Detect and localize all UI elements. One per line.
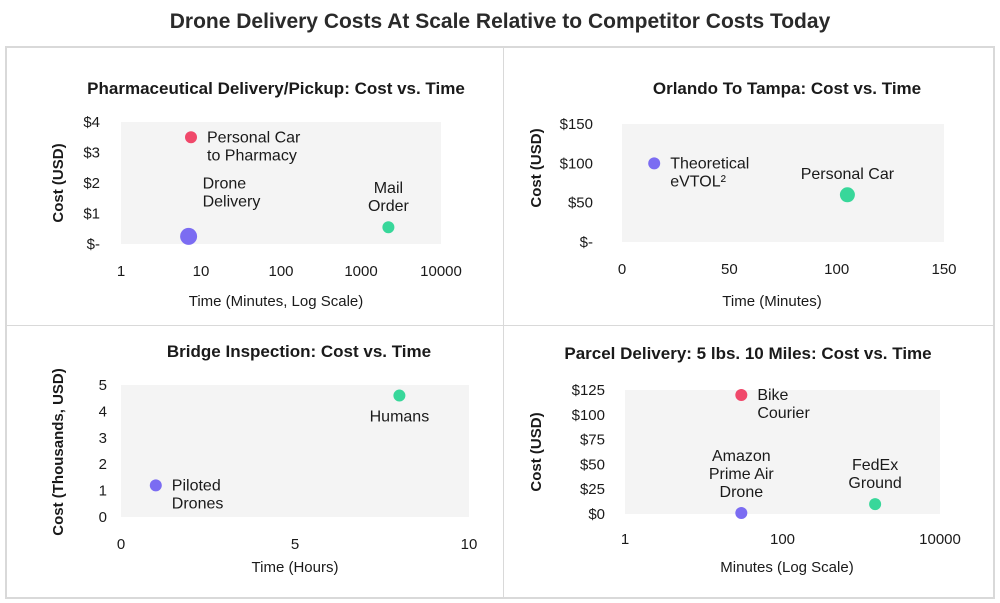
y-tick-label: $3 <box>83 145 100 162</box>
point-label-line: to Pharmacy <box>207 147 297 164</box>
point-label-line: Personal Car <box>801 166 895 183</box>
chart-title: Pharmaceutical Delivery/Pickup: Cost vs.… <box>87 79 465 98</box>
x-tick-label: 150 <box>931 261 956 278</box>
plot-area <box>625 390 940 514</box>
point-label-line: Ground <box>848 475 901 492</box>
data-point <box>382 221 395 234</box>
point-label-line: Delivery <box>203 193 261 210</box>
y-tick-label: $0 <box>588 506 605 523</box>
y-tick-label: $- <box>580 234 593 251</box>
point-label-line: Bike <box>757 387 788 404</box>
vertical-divider <box>503 48 504 597</box>
y-axis-label: Cost (USD) <box>50 143 67 222</box>
point-label-line: Courier <box>757 405 810 422</box>
plot-area <box>121 385 469 517</box>
point-label-line: Humans <box>370 409 430 426</box>
x-tick-label: 100 <box>824 261 849 278</box>
x-tick-label: 1 <box>621 531 629 548</box>
data-point <box>180 227 198 245</box>
point-label: Mail Order <box>368 180 410 215</box>
data-point <box>185 131 198 144</box>
x-tick-label: 100 <box>268 263 293 280</box>
point-label: FedEx Ground <box>848 457 901 492</box>
data-point <box>869 498 882 511</box>
y-tick-label: 4 <box>99 403 107 420</box>
point-label: Piloted Drones <box>172 477 224 512</box>
y-tick-label: $2 <box>83 175 100 192</box>
point-label-line: Drone <box>203 175 247 192</box>
point-label-line: Drone <box>720 484 764 501</box>
data-point <box>839 187 855 203</box>
chart-title: Orlando To Tampa: Cost vs. Time <box>653 79 921 98</box>
point-label: Drone Delivery <box>203 175 261 210</box>
data-point <box>735 388 748 401</box>
point-label-line: Order <box>368 198 410 215</box>
x-tick-label: 0 <box>618 261 626 278</box>
x-tick-label: 1 <box>117 263 125 280</box>
y-tick-label: $- <box>87 236 100 253</box>
point-label: Theoretical eVTOL² <box>670 155 749 190</box>
y-tick-label: $75 <box>580 432 605 449</box>
point-label: Amazon Prime Air Drone <box>709 448 775 501</box>
y-tick-label: $50 <box>568 195 593 212</box>
plot-area <box>622 124 944 242</box>
point-label-line: Mail <box>374 180 403 197</box>
x-tick-label: 100 <box>770 531 795 548</box>
horizontal-divider <box>7 325 993 326</box>
x-tick-label: 5 <box>291 536 299 553</box>
x-axis-label: Time (Minutes, Log Scale) <box>189 293 364 310</box>
y-tick-label: $100 <box>560 155 593 172</box>
point-label-line: Amazon <box>712 448 771 465</box>
x-tick-label: 10000 <box>420 263 462 280</box>
x-axis-label: Minutes (Log Scale) <box>720 559 853 576</box>
point-label: Humans <box>370 409 430 426</box>
x-tick-label: 10 <box>193 263 210 280</box>
y-tick-label: 0 <box>99 509 107 526</box>
data-point <box>149 479 162 492</box>
y-tick-label: 3 <box>99 430 107 447</box>
y-tick-label: 1 <box>99 483 107 500</box>
x-tick-label: 1000 <box>344 263 377 280</box>
y-tick-label: $25 <box>580 481 605 498</box>
x-axis-label: Time (Minutes) <box>722 293 821 310</box>
y-tick-label: $100 <box>572 407 605 424</box>
point-label-line: Prime Air <box>709 466 775 483</box>
chart-title: Bridge Inspection: Cost vs. Time <box>167 342 431 361</box>
y-axis-label: Cost (USD) <box>528 128 545 207</box>
point-label-line: eVTOL² <box>670 173 726 190</box>
point-label: Personal Car to Pharmacy <box>207 129 301 164</box>
y-tick-label: $4 <box>83 114 100 131</box>
point-label-line: Personal Car <box>207 129 301 146</box>
point-label-line: FedEx <box>852 457 898 474</box>
y-tick-label: $1 <box>83 206 100 223</box>
y-tick-label: $125 <box>572 382 605 399</box>
x-tick-label: 10 <box>461 536 478 553</box>
y-axis-label: Cost (Thousands, USD) <box>50 368 67 536</box>
point-label-line: Drones <box>172 495 224 512</box>
point-label-line: Piloted <box>172 477 221 494</box>
point-label-line: Theoretical <box>670 155 749 172</box>
x-tick-label: 10000 <box>919 531 961 548</box>
x-axis-label: Time (Hours) <box>252 559 339 576</box>
y-tick-label: 2 <box>99 456 107 473</box>
y-axis-label: Cost (USD) <box>528 412 545 491</box>
page-title: Drone Delivery Costs At Scale Relative t… <box>169 10 831 33</box>
y-tick-label: $50 <box>580 456 605 473</box>
point-label: Bike Courier <box>757 387 810 422</box>
point-label: Personal Car <box>801 166 895 183</box>
data-point <box>393 389 406 402</box>
data-point <box>735 507 748 520</box>
charts-frame <box>5 46 995 599</box>
chart-title: Parcel Delivery: 5 lbs. 10 Miles: Cost v… <box>564 344 931 363</box>
y-tick-label: $150 <box>560 116 593 133</box>
x-tick-label: 0 <box>117 536 125 553</box>
data-point <box>648 157 661 170</box>
x-tick-label: 50 <box>721 261 738 278</box>
y-tick-label: 5 <box>99 377 107 394</box>
